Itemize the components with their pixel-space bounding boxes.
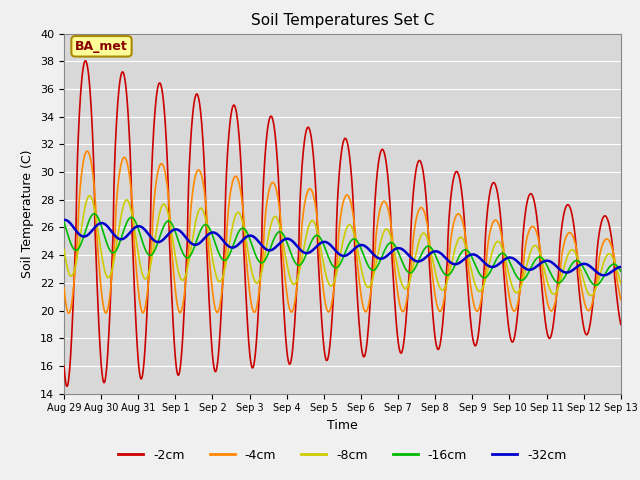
- X-axis label: Time: Time: [327, 419, 358, 432]
- Text: BA_met: BA_met: [75, 40, 128, 53]
- Legend: -2cm, -4cm, -8cm, -16cm, -32cm: -2cm, -4cm, -8cm, -16cm, -32cm: [113, 444, 572, 467]
- Y-axis label: Soil Temperature (C): Soil Temperature (C): [22, 149, 35, 278]
- Title: Soil Temperatures Set C: Soil Temperatures Set C: [251, 13, 434, 28]
